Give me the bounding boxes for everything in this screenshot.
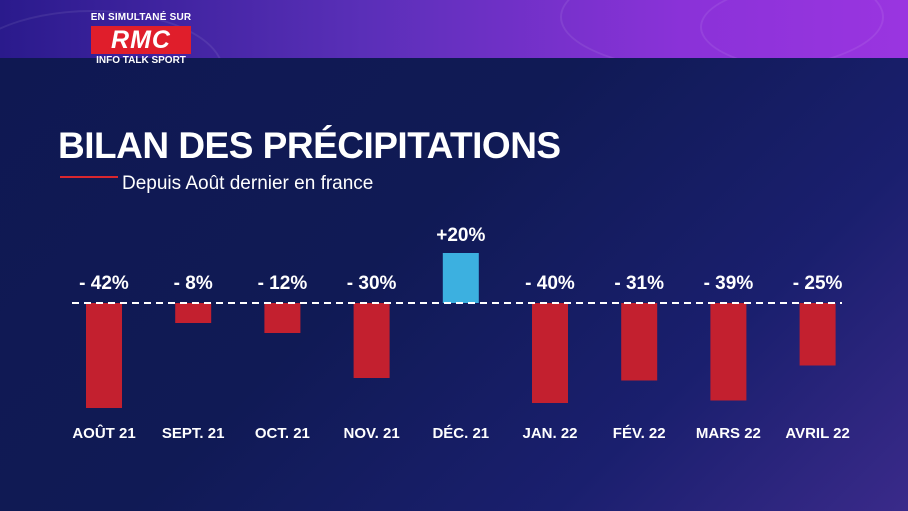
- chart-title: BILAN DES PRÉCIPITATIONS: [58, 125, 561, 166]
- bar-8: [799, 303, 836, 366]
- bar-6: [621, 303, 658, 381]
- category-label-8: AVRIL 22: [785, 425, 849, 442]
- category-label-2: OCT. 21: [255, 425, 310, 442]
- category-label-7: MARS 22: [696, 425, 761, 442]
- category-label-0: AOÛT 21: [72, 424, 135, 442]
- rmc-logo: RMC: [91, 26, 191, 54]
- value-label-5: - 40%: [525, 273, 575, 294]
- value-label-6: - 31%: [614, 273, 664, 294]
- value-label-7: - 39%: [704, 273, 754, 294]
- category-label-3: NOV. 21: [344, 425, 400, 442]
- value-label-2: - 12%: [258, 273, 308, 294]
- bar-0: [86, 303, 122, 408]
- logo-top-text: EN SIMULTANÉ SUR: [90, 12, 192, 23]
- bar-3: [353, 303, 390, 378]
- bar-1: [175, 303, 212, 323]
- subtitle-accent-line: [60, 176, 118, 178]
- bar-4: [442, 253, 479, 303]
- category-label-6: FÉV. 22: [613, 425, 666, 442]
- logo-bottom-text: INFO TALK SPORT: [96, 55, 186, 66]
- value-label-1: - 8%: [174, 273, 213, 294]
- category-label-4: DÉC. 21: [432, 425, 489, 442]
- bar-7: [710, 303, 747, 401]
- value-label-8: - 25%: [793, 273, 843, 294]
- category-label-1: SEPT. 21: [162, 425, 225, 442]
- bar-5: [532, 303, 568, 403]
- channel-logo: EN SIMULTANÉ SUR RMC INFO TALK SPORT: [86, 12, 196, 67]
- value-label-3: - 30%: [347, 273, 397, 294]
- category-label-5: JAN. 22: [522, 425, 577, 442]
- bar-2: [264, 303, 301, 333]
- value-label-0: - 42%: [79, 273, 129, 294]
- value-label-4: +20%: [436, 225, 485, 246]
- chart-subtitle: Depuis Août dernier en france: [122, 173, 374, 194]
